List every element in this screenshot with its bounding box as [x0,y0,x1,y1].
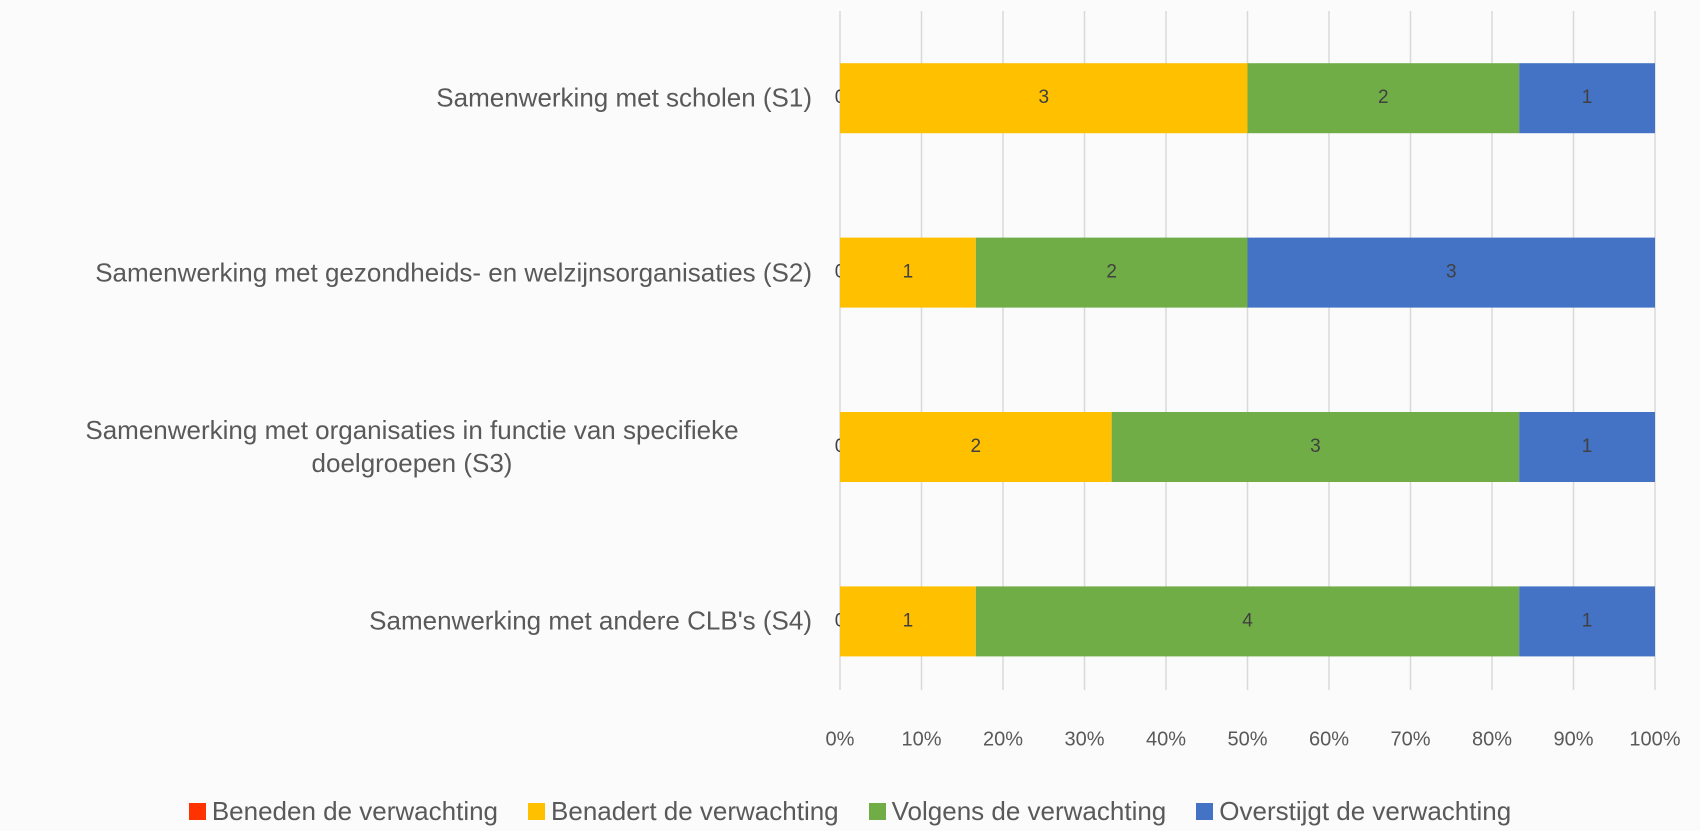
bar-segment [840,63,1248,134]
data-label: 1 [903,610,914,631]
x-tick-label: 100% [1629,728,1680,750]
category-label-text: Samenwerking met organisaties in functie… [85,415,739,478]
legend-swatch [528,803,546,820]
bar-segment [1519,412,1655,482]
data-label: 3 [1310,436,1321,457]
x-tick-label: 90% [1553,728,1593,750]
legend-swatch [188,803,206,820]
x-tick-label: 10% [901,728,941,750]
bar-segment [1519,63,1655,134]
data-label: 1 [1582,87,1593,108]
x-tick-label: 80% [1472,728,1512,750]
data-label: 1 [1582,610,1593,631]
data-label: 2 [971,436,982,457]
x-tick-label: 30% [1064,728,1104,750]
category-label-text: Samenwerking met andere CLB's (S4) [369,605,812,636]
legend-item: Volgens de verwachting [868,796,1167,827]
data-label: 3 [1038,87,1049,108]
x-tick-label: 0% [826,728,855,750]
data-label: 1 [1582,436,1593,457]
category-label-text: Samenwerking met gezondheids- en welzijn… [95,257,812,288]
legend-item: Benadert de verwachting [528,796,839,827]
x-tick-label: 60% [1309,728,1349,750]
x-tick-label: 70% [1390,728,1430,750]
category-label: Samenwerking met andere CLB's (S4) [0,605,812,638]
category-label: Samenwerking met scholen (S1) [0,82,812,115]
legend-item: Beneden de verwachting [188,796,499,827]
bar-segment [975,586,1520,657]
data-label: 4 [1242,610,1253,631]
bar-segment [1111,412,1520,482]
bar-segment [1247,237,1655,308]
legend: Beneden de verwachting Benadert de verwac… [0,796,1700,827]
data-label: 3 [1446,262,1457,283]
category-label: Samenwerking met organisaties in functie… [0,414,812,480]
bar-segment [840,586,976,657]
legend-label: Volgens de verwachting [891,796,1167,826]
legend-label: Benadert de verwachting [551,796,839,826]
data-label: 1 [903,262,914,283]
bar-segment [975,237,1248,308]
x-tick-label: 50% [1227,728,1267,750]
legend-item: Overstijgt de verwachting [1196,796,1511,827]
legend-label: Beneden de verwachting [211,796,499,826]
category-label: Samenwerking met gezondheids- en welzijn… [0,256,812,289]
x-tick-label: 20% [983,728,1023,750]
legend-label: Overstijgt de verwachting [1219,796,1512,826]
legend-swatch [1196,803,1214,820]
data-label: 2 [1106,262,1117,283]
legend-swatch [868,803,886,820]
data-label: 2 [1378,87,1389,108]
bar-segment [840,237,976,308]
bar-segment [1519,586,1655,657]
category-label-text: Samenwerking met scholen (S1) [436,82,812,113]
bar-segment [1247,63,1520,134]
x-tick-label: 40% [1146,728,1186,750]
bar-segment [840,412,1112,482]
